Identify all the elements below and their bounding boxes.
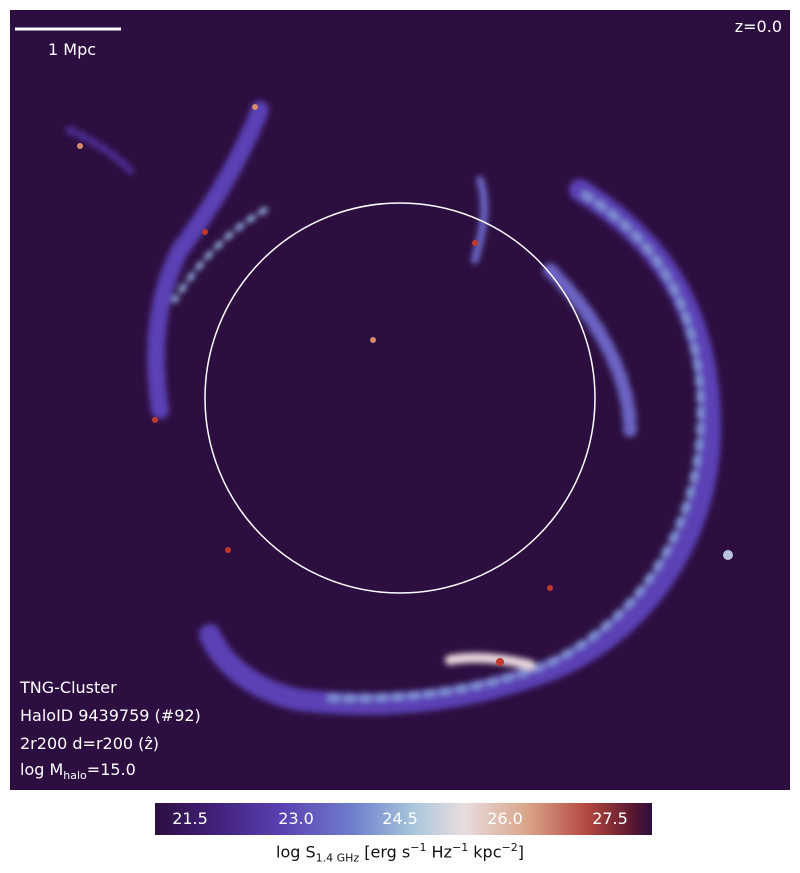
text: kpc: [468, 842, 502, 862]
superscript: −1: [410, 841, 427, 854]
colorbar: 21.5 23.0 24.5 26.0 27.5: [155, 803, 652, 835]
subscript: halo: [63, 769, 87, 783]
colorbar-tick-label: 21.5: [172, 809, 208, 828]
text: log M: [20, 760, 64, 779]
map-background: [10, 10, 790, 790]
superscript: −1: [451, 841, 469, 854]
mass-label: log Mhalo=15.0: [20, 760, 136, 782]
scale-label: 1 Mpc: [48, 40, 97, 59]
superscript: −2: [501, 841, 518, 854]
text: [erg s: [359, 842, 411, 862]
redshift: z=0.0: [734, 17, 782, 36]
colorbar-tick-label: 24.5: [382, 809, 418, 828]
compact-sources: [77, 104, 733, 666]
colorbar-tick-label: 27.5: [592, 809, 628, 828]
subscript: 1.4 GHz: [315, 851, 360, 865]
text: =15.0: [86, 760, 136, 779]
r200-circle: [204, 202, 596, 594]
text: ]: [517, 842, 524, 862]
info-line: HaloID 9439759 (#92): [20, 706, 201, 725]
colorbar-label: log S1.4 GHz [erg s−1 Hz−1 kpc−2]: [0, 841, 800, 865]
filaments: [66, 101, 722, 715]
info-line: 2r200 d=r200 (ẑ): [20, 734, 160, 753]
colorbar-tick-label: 23.0: [278, 809, 314, 828]
colorbar-tick-label: 26.0: [487, 809, 523, 828]
radio-map: [10, 10, 790, 790]
text: log S: [276, 842, 316, 862]
text: Hz: [426, 842, 452, 862]
info-line: TNG-Cluster: [20, 678, 117, 697]
